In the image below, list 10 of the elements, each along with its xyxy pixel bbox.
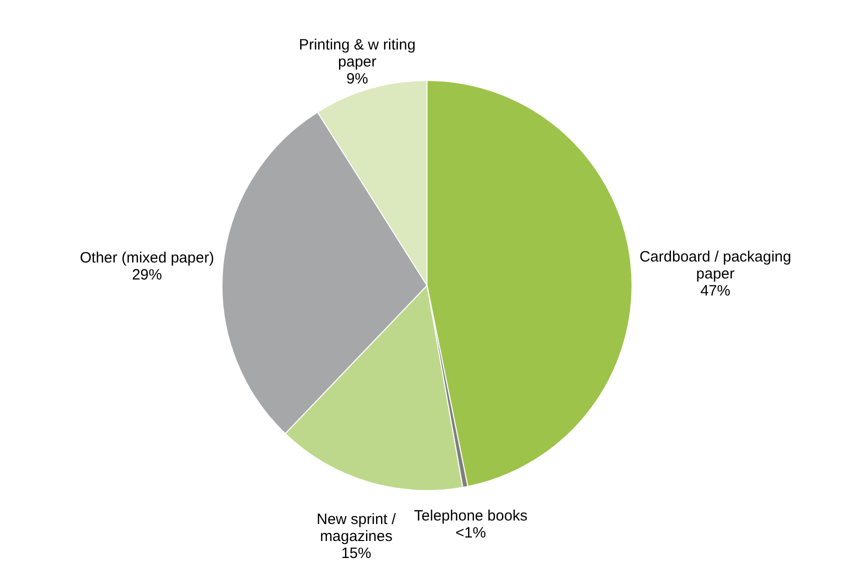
slice-label: Other (mixed paper) [80,249,214,266]
slice-label: Cardboard / packaging paper [639,248,792,283]
data-label: 15% [341,545,372,562]
data-label: 29% [132,266,162,284]
data-label: <1% [456,524,486,542]
slice-label: Telephone books [414,508,528,525]
slice-label: Printing & w riting paper [298,36,416,70]
data-label: 9% [346,70,368,88]
data-label: 47% [700,282,730,300]
slice-label: New sprint / magazines [316,511,397,546]
